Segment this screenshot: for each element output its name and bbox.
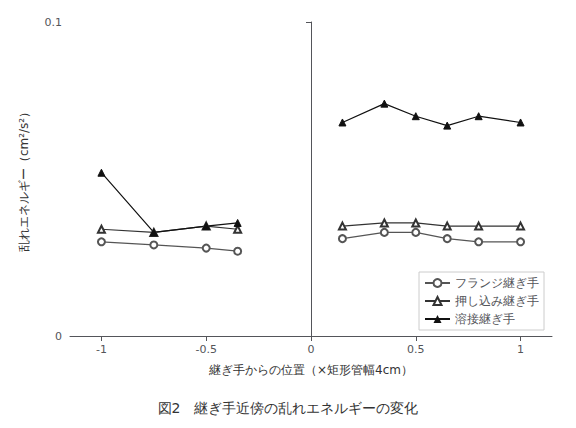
svg-text:0: 0	[308, 343, 315, 356]
svg-text:図2 継ぎ手近傍の乱れエネルギーの変化: 図2 継ぎ手近傍の乱れエネルギーの変化	[158, 400, 419, 416]
svg-text:0.5: 0.5	[407, 343, 425, 356]
svg-text:-1: -1	[96, 343, 107, 356]
svg-text:-0.5: -0.5	[195, 343, 216, 356]
svg-text:乱れエネルギー（cm²/s²）: 乱れエネルギー（cm²/s²）	[17, 106, 31, 252]
svg-text:1: 1	[517, 343, 524, 356]
svg-text:0.1: 0.1	[45, 16, 63, 29]
svg-text:押し込み継ぎ手: 押し込み継ぎ手	[455, 294, 539, 308]
svg-text:溶接継ぎ手: 溶接継ぎ手	[455, 312, 515, 326]
svg-text:フランジ継ぎ手: フランジ継ぎ手	[455, 276, 539, 290]
svg-text:0: 0	[55, 330, 62, 343]
svg-text:継ぎ手からの位置（×矩形管幅4cm）: 継ぎ手からの位置（×矩形管幅4cm）	[208, 363, 413, 377]
